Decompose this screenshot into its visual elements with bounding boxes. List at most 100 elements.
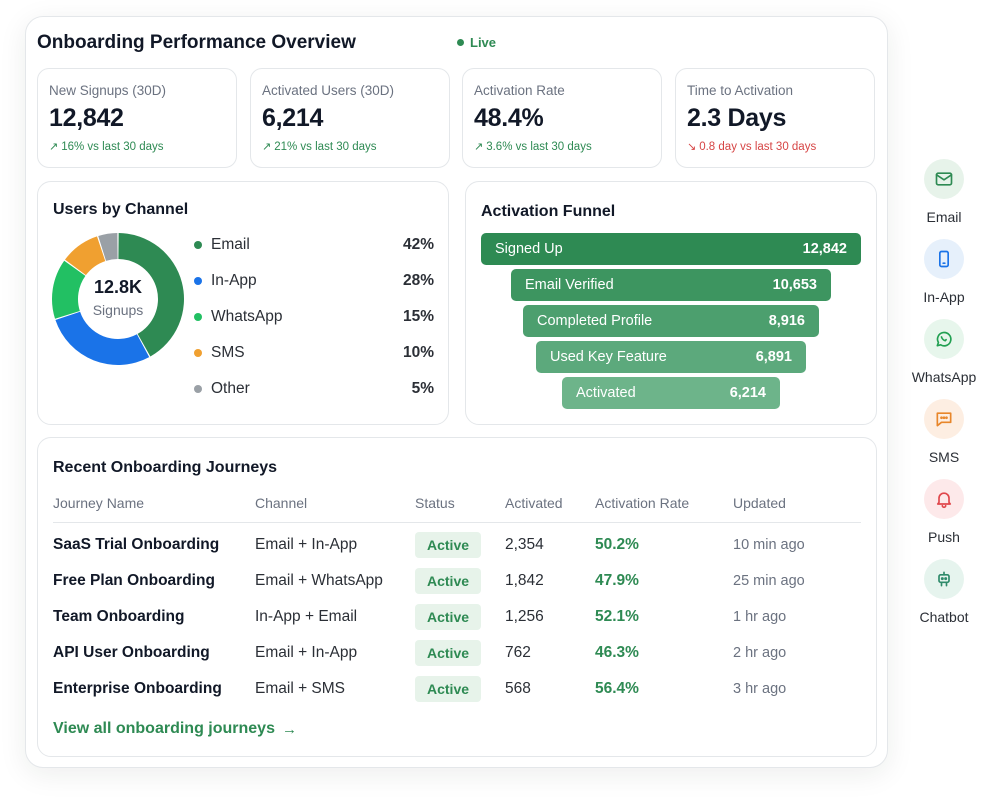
view-all-label: View all onboarding journeys: [53, 720, 275, 737]
side-channel-email[interactable]: Email: [904, 159, 984, 225]
kpi-card-activated-users: Activated Users (30D) 6,214 ↗ 21% vs las…: [250, 68, 450, 168]
side-channel-sms[interactable]: SMS: [904, 399, 984, 465]
funnel-stage-signed-up: Signed Up 12,842: [481, 233, 861, 265]
side-channel-label: In-App: [923, 289, 965, 305]
donut-slice-in-app[interactable]: [55, 311, 150, 365]
journey-activation-rate: 50.2%: [595, 536, 639, 553]
arrow-right-icon: →: [281, 720, 297, 738]
table-row[interactable]: Enterprise Onboarding Email + SMS Active…: [53, 671, 861, 707]
kpi-card-new-signups: New Signups (30D) 12,842 ↗ 16% vs last 3…: [37, 68, 237, 168]
journey-updated: 25 min ago: [733, 573, 805, 589]
funnel-stage-value: 6,891: [755, 349, 792, 365]
journey-name[interactable]: API User Onboarding: [53, 644, 210, 661]
table-row[interactable]: API User Onboarding Email + In-App Activ…: [53, 635, 861, 671]
legend-label: Email: [211, 236, 250, 253]
legend-item-other: Other 5%: [194, 379, 434, 399]
robot-icon[interactable]: [924, 559, 964, 599]
status-cell: Active: [415, 671, 482, 707]
legend-label: In-App: [211, 272, 257, 289]
legend-dot-icon: [194, 313, 202, 321]
bell-icon[interactable]: [924, 479, 964, 519]
whatsapp-icon[interactable]: [924, 319, 964, 359]
trend-up-icon: ↗: [474, 141, 484, 153]
journey-activated: 2,354: [505, 536, 544, 553]
funnel-stage-completed-profile: Completed Profile 8,916: [523, 305, 819, 337]
column-header[interactable]: Status: [415, 495, 455, 511]
page-title: Onboarding Performance Overview: [37, 32, 356, 53]
legend-dot-icon: [194, 349, 202, 357]
legend-dot-icon: [194, 277, 202, 285]
status-badge: Active: [415, 676, 482, 702]
funnel-stage-used-key-feature: Used Key Feature 6,891: [536, 341, 806, 373]
status-cell: Active: [415, 527, 482, 563]
side-channel-push[interactable]: Push: [904, 479, 984, 545]
journey-name[interactable]: Free Plan Onboarding: [53, 572, 215, 589]
donut-center-label: Signups: [92, 302, 144, 318]
side-channel-label: Email: [926, 209, 962, 225]
card-title: Recent Onboarding Journeys: [53, 459, 278, 476]
side-channel-label: Chatbot: [919, 609, 969, 625]
journey-activated: 1,842: [505, 572, 544, 589]
legend-label: SMS: [211, 344, 245, 361]
journey-activated: 568: [505, 680, 531, 697]
card-title: Users by Channel: [53, 201, 189, 218]
journey-channel: Email + In-App: [255, 536, 358, 553]
column-header[interactable]: Updated: [733, 495, 786, 511]
legend-pct: 15%: [402, 308, 434, 325]
donut-slice-email[interactable]: [118, 233, 184, 357]
kpi-label: Activation Rate: [474, 83, 565, 98]
legend-pct: 5%: [411, 380, 434, 397]
kpi-delta-text: 21% vs last 30 days: [274, 140, 377, 153]
journey-activation-rate: 46.3%: [595, 644, 639, 661]
trend-down-icon: ↘: [687, 141, 697, 153]
column-header[interactable]: Journey Name: [53, 495, 145, 511]
kpi-value: 12,842: [49, 104, 124, 132]
journey-activation-rate: 47.9%: [595, 572, 639, 589]
column-header[interactable]: Channel: [255, 495, 308, 511]
kpi-delta: ↗ 21% vs last 30 days: [262, 140, 438, 154]
journey-updated: 10 min ago: [733, 537, 805, 553]
legend-pct: 42%: [402, 236, 434, 253]
phone-icon[interactable]: [924, 239, 964, 279]
funnel-stage-value: 10,653: [772, 277, 817, 293]
side-channel-chatbot[interactable]: Chatbot: [904, 559, 984, 625]
trend-up-icon: ↗: [49, 141, 59, 153]
legend-pct: 28%: [402, 272, 434, 289]
funnel-stage-label: Completed Profile: [537, 313, 653, 329]
legend-label: WhatsApp: [211, 308, 283, 325]
donut-slice-whatsapp[interactable]: [51, 260, 86, 319]
funnel-stage-value: 12,842: [802, 241, 847, 257]
donut-slice-other[interactable]: [98, 233, 118, 261]
kpi-delta-text: 3.6% vs last 30 days: [486, 140, 592, 153]
table-header-divider: [53, 522, 861, 523]
table-row[interactable]: Free Plan Onboarding Email + WhatsApp Ac…: [53, 563, 861, 599]
mail-icon[interactable]: [924, 159, 964, 199]
chat-bubble-icon[interactable]: [924, 399, 964, 439]
column-header[interactable]: Activation Rate: [595, 495, 690, 511]
kpi-value: 2.3 Days: [687, 104, 787, 132]
side-channel-whatsapp[interactable]: WhatsApp: [904, 319, 984, 385]
funnel-stage-label: Used Key Feature: [550, 349, 667, 365]
live-label: Live: [470, 35, 497, 50]
kpi-label: Activated Users (30D): [262, 83, 395, 98]
trend-up-icon: ↗: [262, 141, 272, 153]
live-dot-icon: [457, 39, 464, 46]
recent-journeys-card: Recent Onboarding Journeys Journey Name …: [37, 437, 877, 757]
kpi-value: 6,214: [262, 104, 324, 132]
journey-name[interactable]: Enterprise Onboarding: [53, 680, 222, 697]
journey-channel: Email + In-App: [255, 644, 358, 661]
kpi-label: New Signups (30D): [49, 83, 167, 98]
table-row[interactable]: SaaS Trial Onboarding Email + In-App Act…: [53, 527, 861, 563]
table-row[interactable]: Team Onboarding In-App + Email Active 1,…: [53, 599, 861, 635]
users-by-channel-card: Users by Channel 12.8K Signups Email 42%…: [37, 181, 449, 425]
column-header[interactable]: Activated: [505, 495, 563, 511]
funnel-stage-activated: Activated 6,214: [562, 377, 780, 409]
journey-channel: Email + WhatsApp: [255, 572, 383, 589]
donut-slice-sms[interactable]: [64, 236, 106, 276]
journey-name[interactable]: SaaS Trial Onboarding: [53, 536, 220, 553]
view-all-journeys-link[interactable]: View all onboarding journeys →: [53, 720, 297, 738]
side-channel-in-app[interactable]: In-App: [904, 239, 984, 305]
side-channel-label: SMS: [928, 449, 960, 465]
journey-channel: In-App + Email: [255, 608, 358, 625]
journey-name[interactable]: Team Onboarding: [53, 608, 185, 625]
